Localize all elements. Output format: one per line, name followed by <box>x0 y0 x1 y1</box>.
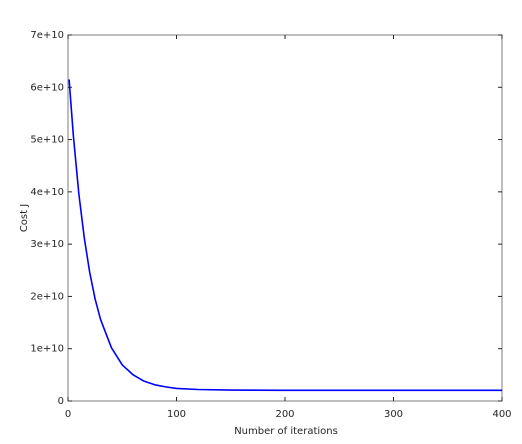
y-tick-label: 0 <box>58 396 64 407</box>
x-tick-label: 0 <box>65 409 71 420</box>
y-tick-label: 4e+10 <box>30 187 64 198</box>
x-tick-label: 200 <box>275 409 294 420</box>
y-tick-label: 2e+10 <box>30 291 64 302</box>
y-tick-label: 5e+10 <box>30 135 64 146</box>
y-tick-label: 6e+10 <box>30 82 64 93</box>
x-tick-label: 300 <box>384 409 403 420</box>
y-axis-label: Cost J <box>19 204 30 232</box>
x-tick-label: 100 <box>167 409 186 420</box>
x-axis-label: Number of iterations <box>234 426 338 437</box>
y-tick-label: 7e+10 <box>30 30 64 41</box>
x-tick-label: 400 <box>492 409 511 420</box>
y-tick-label: 3e+10 <box>30 239 64 250</box>
cost-line <box>68 79 502 392</box>
y-tick-label: 1e+10 <box>30 344 64 355</box>
